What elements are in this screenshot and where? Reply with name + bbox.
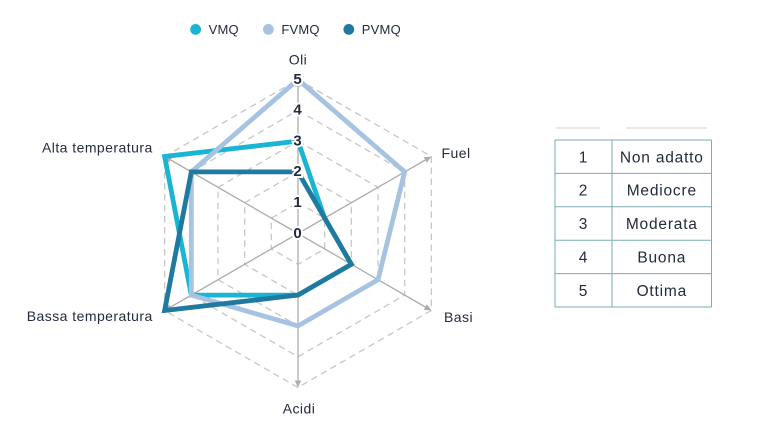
- svg-text:5: 5: [293, 71, 301, 88]
- svg-text:Bassa temperatura: Bassa temperatura: [27, 308, 153, 324]
- svg-text:1: 1: [293, 194, 301, 211]
- svg-text:2: 2: [293, 163, 301, 180]
- svg-text:2: 2: [579, 183, 588, 200]
- svg-text:0: 0: [293, 225, 301, 242]
- svg-text:Oli: Oli: [289, 52, 307, 68]
- svg-text:4: 4: [579, 250, 588, 267]
- svg-text:3: 3: [579, 216, 588, 233]
- svg-text:1: 1: [579, 149, 588, 166]
- svg-text:Mediocre: Mediocre: [627, 183, 697, 200]
- svg-text:Alta temperatura: Alta temperatura: [42, 140, 153, 156]
- svg-text:VMQ: VMQ: [209, 22, 239, 37]
- svg-text:Fuel: Fuel: [442, 145, 471, 161]
- svg-text:Ottima: Ottima: [637, 283, 687, 300]
- svg-text:PVMQ: PVMQ: [362, 22, 401, 37]
- svg-text:4: 4: [293, 102, 302, 119]
- svg-text:Buona: Buona: [637, 250, 686, 267]
- svg-text:5: 5: [579, 283, 588, 300]
- svg-text:Non adatto: Non adatto: [620, 149, 704, 166]
- svg-text:Acidi: Acidi: [283, 401, 316, 417]
- svg-text:Basi: Basi: [444, 309, 473, 325]
- svg-text:Moderata: Moderata: [626, 216, 698, 233]
- svg-text:FVMQ: FVMQ: [281, 22, 319, 37]
- svg-text:3: 3: [293, 132, 301, 149]
